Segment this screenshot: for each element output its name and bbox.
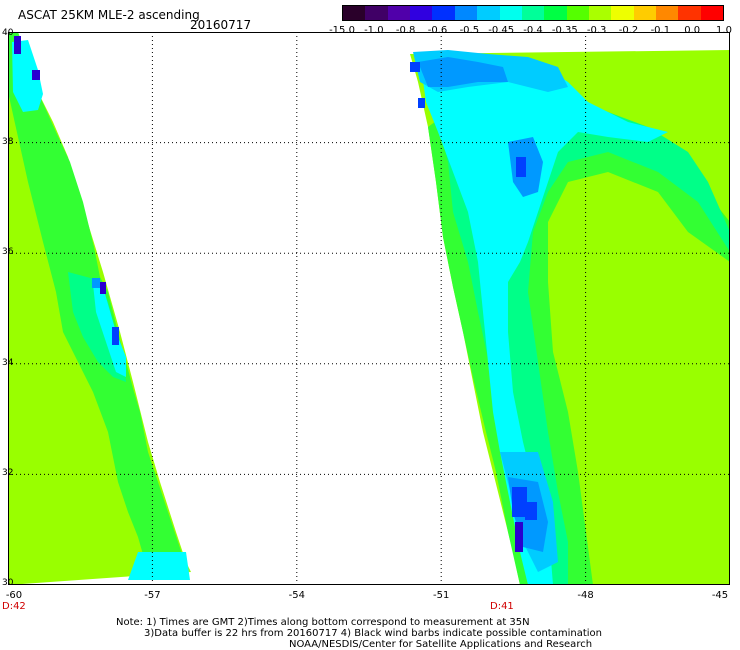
longitude-label: -54	[288, 590, 305, 601]
right-swath-blue-top	[418, 57, 508, 87]
color-scale-swatch	[410, 6, 433, 20]
color-scale-tick-label: 1.0	[716, 25, 732, 36]
latitude-label: 40	[2, 28, 14, 38]
color-scale-tick-label: -0.4	[523, 25, 543, 36]
right-swath-deep-5	[515, 522, 523, 552]
longitude-label: -60	[5, 590, 23, 601]
color-scale-tick-label: -0.35	[551, 25, 578, 36]
color-scale-swatch	[499, 6, 522, 20]
right-swath-deep-2	[418, 98, 425, 108]
left-swath-deep-4	[112, 327, 119, 345]
color-scale-tick-label: -0.45	[488, 25, 515, 36]
map-plot-area	[8, 32, 730, 585]
left-swath-deep-1	[14, 36, 21, 54]
color-scale-swatch	[521, 6, 545, 20]
left-swath	[8, 32, 191, 585]
color-scale-bar	[342, 5, 724, 21]
left-swath-cyan-mid	[93, 284, 126, 377]
product-title: ASCAT 25KM MLE-2 ascending	[18, 8, 200, 22]
map-svg	[8, 32, 730, 585]
color-scale-swatch	[544, 6, 567, 20]
color-scale-swatch	[588, 6, 612, 20]
left-swath-cyan-top	[12, 40, 43, 112]
longitude-label: -51	[433, 590, 450, 601]
right-swath-deep-6	[525, 502, 537, 520]
time-label-left: D:42	[2, 601, 26, 612]
latitude-label: 30	[2, 578, 14, 588]
color-scale-swatch	[700, 6, 724, 20]
color-scale-tick-label: 0.0	[684, 25, 701, 36]
color-scale-swatch	[432, 6, 455, 20]
latitude-label: 32	[2, 468, 14, 479]
color-scale-swatch	[387, 6, 411, 20]
longitude-label: -57	[144, 590, 161, 601]
left-swath-deep-5	[92, 278, 100, 288]
color-scale-swatch	[566, 6, 589, 20]
right-swath-deep-1	[410, 62, 420, 72]
color-scale-tick-label: -0.1	[650, 25, 671, 36]
footer-note-line1: Note: 1) Times are GMT 2)Times along bot…	[116, 617, 530, 628]
longitude-label: -48	[577, 590, 594, 601]
color-scale-tick-label: -0.3	[586, 25, 607, 36]
color-scale-swatch	[454, 6, 478, 20]
left-swath-cyan-bottom	[128, 552, 190, 580]
latitude-label: 36	[2, 247, 14, 258]
color-scale-swatch	[477, 6, 500, 20]
color-scale-swatch	[611, 6, 634, 20]
right-swath	[410, 50, 730, 585]
time-label-right: D:41	[490, 601, 514, 612]
color-scale-swatch	[656, 6, 679, 20]
footer-credit: NOAA/NESDIS/Center for Satellite Applica…	[289, 639, 593, 650]
right-swath-deep-4	[512, 487, 527, 517]
longitude-label: -45	[711, 590, 729, 601]
map-frame	[8, 32, 730, 585]
color-scale-tick-label: -0.5	[459, 25, 480, 36]
color-scale-tick-label: -0.2	[618, 25, 639, 36]
color-scale-tick-label: -15.0	[329, 25, 355, 36]
graticule	[8, 32, 730, 585]
color-scale-swatch	[365, 6, 388, 20]
color-scale-tick-label: -0.6	[427, 25, 448, 36]
right-swath-deep-3	[516, 157, 526, 177]
left-swath-deep-3	[100, 282, 106, 294]
color-scale-tick-label: -1.0	[364, 25, 384, 36]
latitude-label: 38	[2, 136, 14, 147]
color-scale-swatch	[633, 6, 657, 20]
latitude-label: 34	[2, 357, 14, 368]
color-scale-swatch	[678, 6, 701, 20]
color-scale-tick-label: -0.8	[395, 25, 416, 36]
color-scale-swatch	[343, 6, 366, 20]
left-swath-deep-2	[32, 70, 40, 80]
product-date: 20160717	[190, 18, 252, 32]
footer-note-line2: 3)Data buffer is 22 hrs from 20160717 4)…	[144, 628, 602, 639]
right-swath-cyan	[420, 54, 668, 585]
